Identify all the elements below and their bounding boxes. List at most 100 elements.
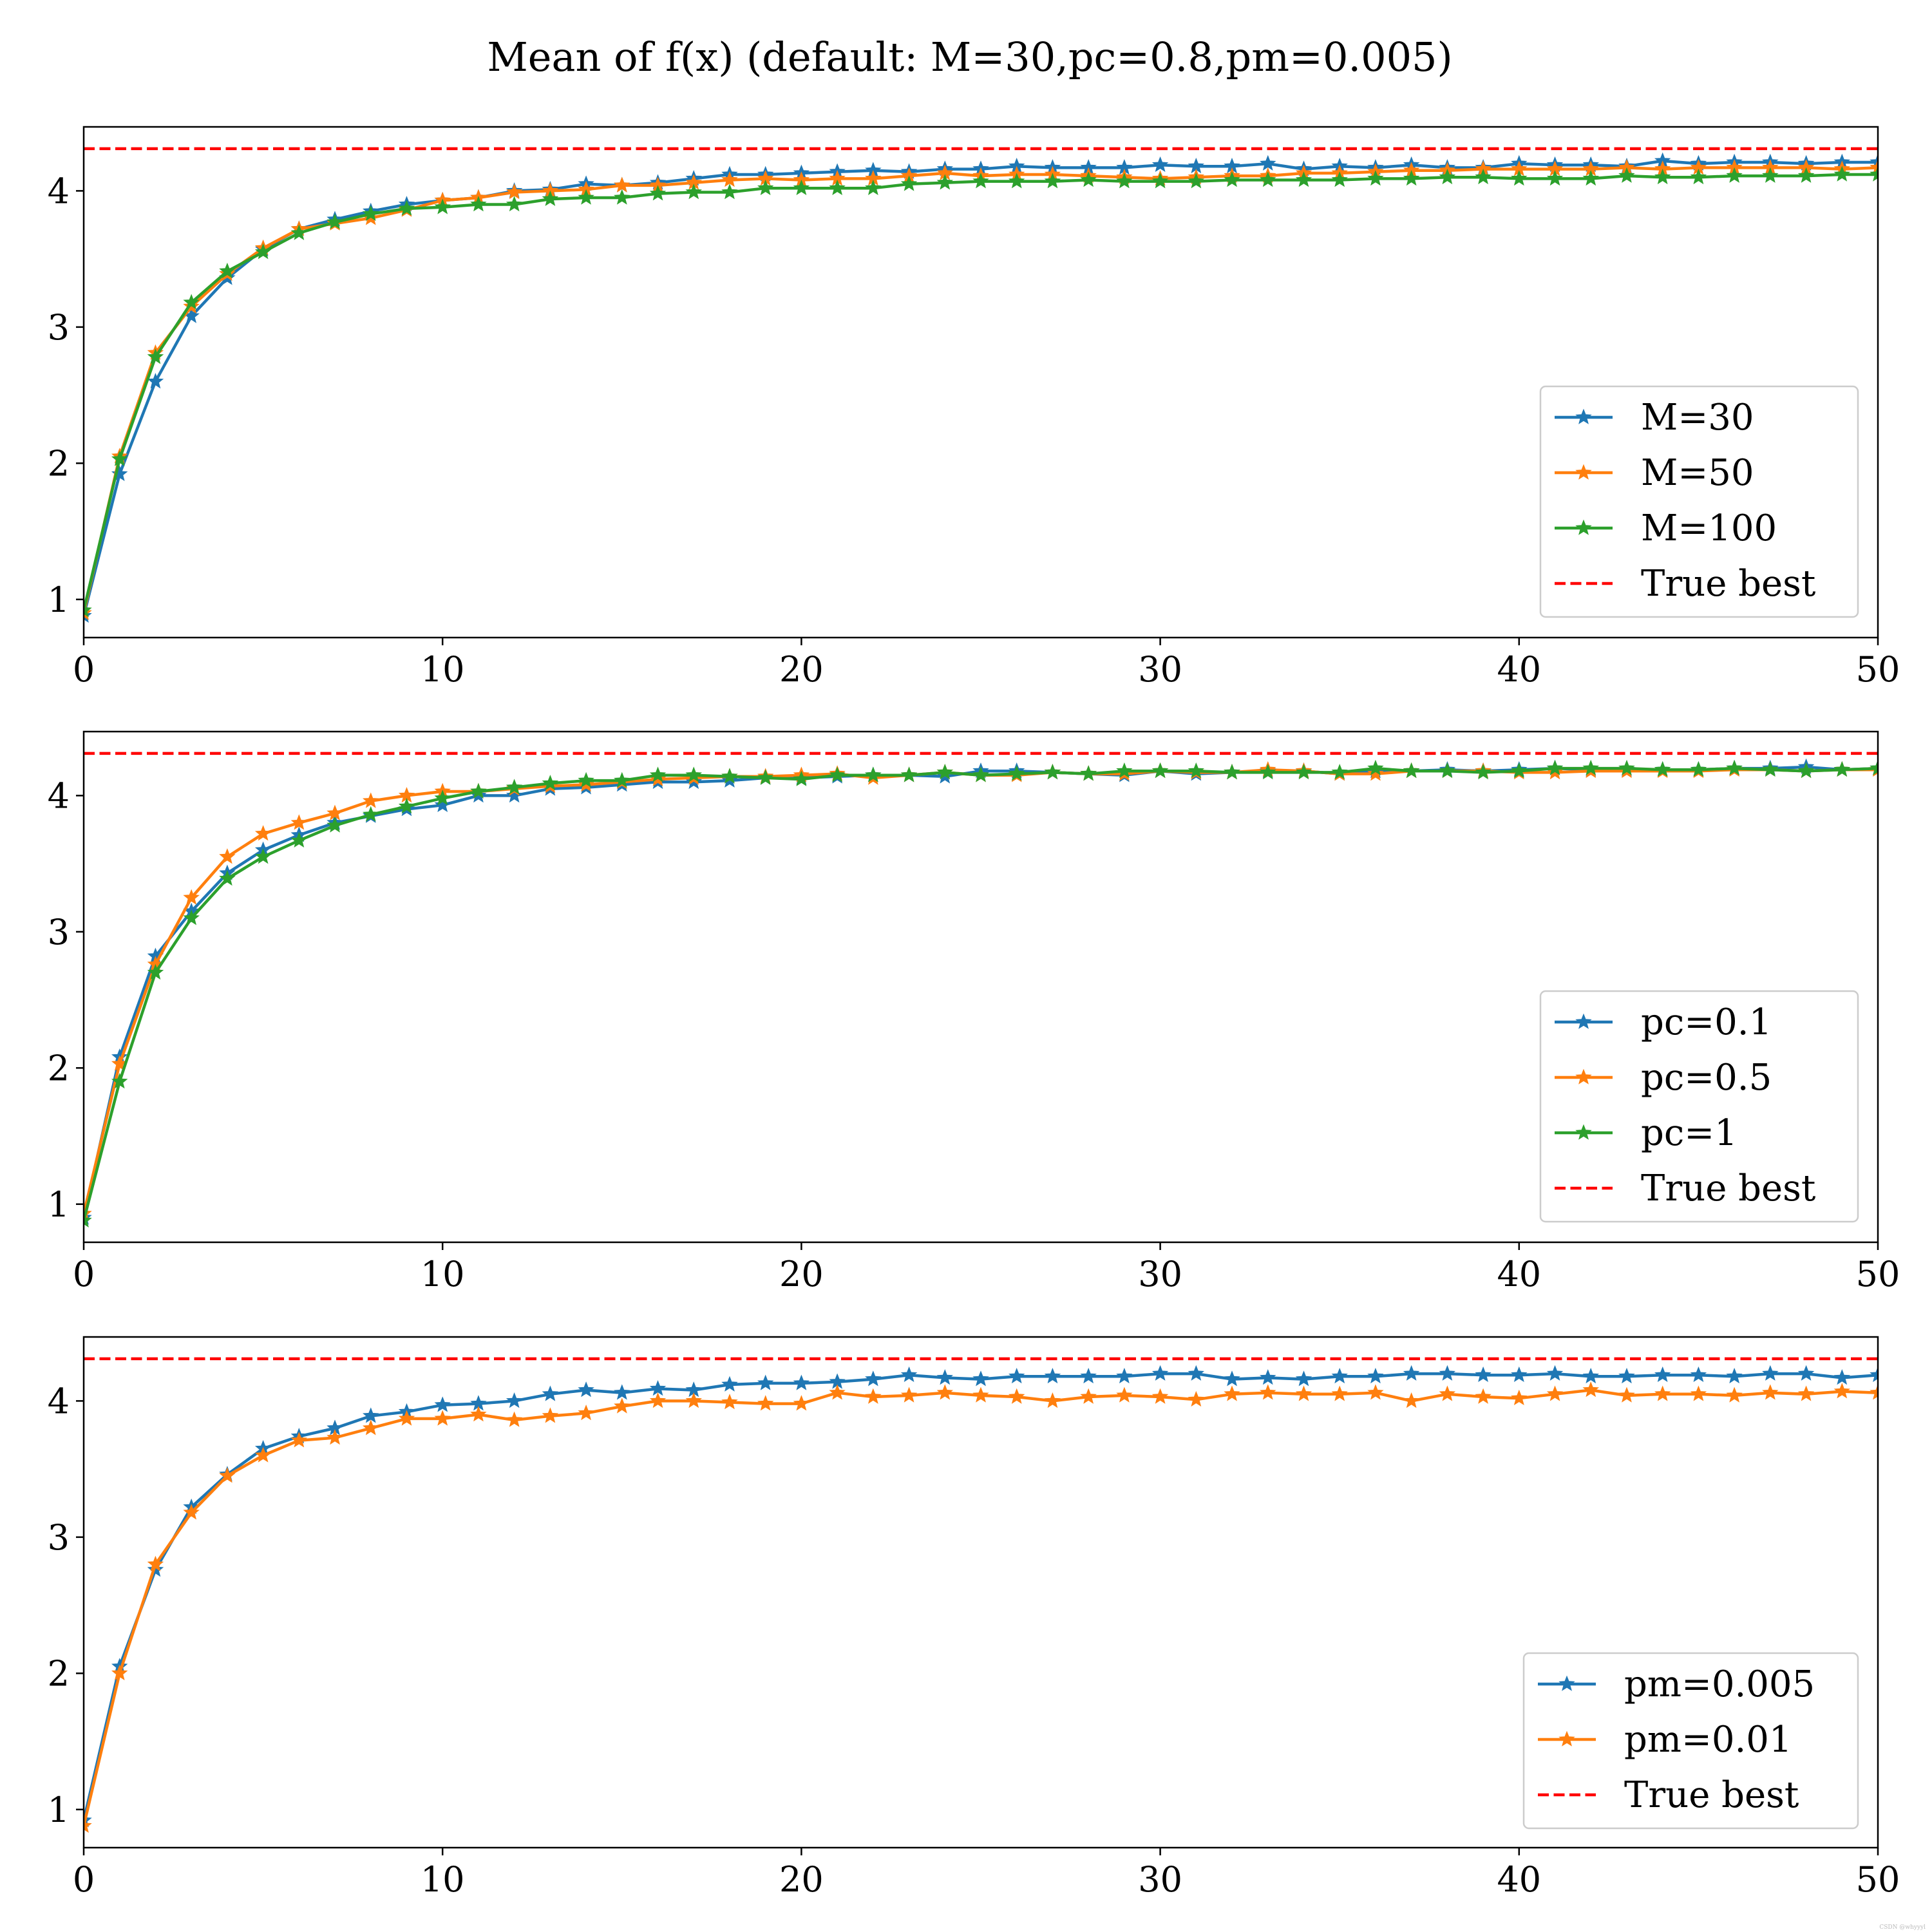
data-point-m-100 [900, 175, 918, 191]
data-point-pm-0-005 [1511, 1366, 1528, 1383]
data-point-m-100 [1870, 166, 1878, 182]
data-point-pm-0-01 [1367, 1384, 1384, 1400]
data-point-pm-0-01 [219, 1467, 236, 1483]
data-point-pc-1 [1151, 762, 1169, 779]
data-point-pm-0-01 [111, 1664, 128, 1681]
data-point-m-100 [219, 262, 236, 279]
data-point-m-50 [506, 184, 523, 200]
data-point-pc-1 [757, 769, 774, 785]
data-point-pm-0-01 [183, 1504, 200, 1520]
data-point-m-30 [1151, 156, 1169, 173]
data-point-m-100 [1762, 167, 1779, 183]
data-point-m-100 [1690, 168, 1707, 185]
data-point-pm-0-005 [793, 1374, 810, 1390]
data-point-m-100 [1116, 173, 1133, 189]
data-point-pm-0-01 [362, 1419, 379, 1435]
data-point-pm-0-01 [649, 1392, 667, 1408]
data-point-pc-0-5 [219, 848, 236, 864]
x-tick-label: 30 [1138, 1859, 1182, 1900]
data-point-m-100 [1224, 171, 1240, 187]
data-point-pc-1 [290, 831, 307, 848]
data-point-pm-0-01 [506, 1411, 523, 1427]
legend-marker-m-100 [1575, 519, 1592, 535]
data-point-m-100 [757, 179, 774, 196]
data-point-pm-0-005 [1151, 1365, 1169, 1381]
data-point-pm-0-01 [721, 1394, 738, 1410]
x-tick-label: 40 [1497, 1859, 1541, 1900]
legend-marker-pm-0-01 [1558, 1730, 1575, 1747]
data-point-pm-0-01 [147, 1555, 164, 1572]
legend-marker-pm-0-005 [1558, 1675, 1575, 1691]
data-point-pc-1 [1224, 764, 1240, 780]
legend-label-m-100: M=100 [1641, 507, 1777, 549]
data-point-pc-1 [434, 790, 451, 806]
legend-label-pc-0-1: pc=0.1 [1641, 1001, 1772, 1043]
data-point-pm-0-005 [1833, 1369, 1851, 1385]
data-point-pm-0-005 [1403, 1365, 1420, 1381]
data-point-pc-1 [254, 848, 272, 864]
data-point-pc-1 [614, 772, 630, 788]
legend-label-pm-0-005: pm=0.005 [1624, 1663, 1815, 1705]
data-point-pm-0-01 [793, 1395, 810, 1411]
data-point-pm-0-005 [434, 1396, 451, 1412]
data-point-pm-0-01 [1797, 1385, 1815, 1401]
data-point-pm-0-01 [1726, 1387, 1743, 1403]
x-tick-label: 10 [421, 649, 465, 690]
data-point-pm-0-005 [649, 1380, 667, 1396]
legend-label-true-best: True best [1641, 1168, 1816, 1209]
data-point-pc-1 [1188, 762, 1204, 779]
data-point-pc-1 [1116, 762, 1133, 779]
data-point-pc-1 [1367, 759, 1384, 775]
data-point-pc-0-5 [363, 792, 379, 808]
data-point-m-100 [614, 189, 630, 205]
x-tick-label: 50 [1856, 649, 1900, 690]
data-point-pc-1 [721, 768, 738, 784]
legend-label-pm-0-01: pm=0.01 [1624, 1719, 1792, 1761]
data-point-m-100 [1797, 167, 1815, 183]
data-point-pc-1 [1044, 764, 1061, 780]
legend-frame [1539, 990, 1859, 1223]
data-point-pc-1 [111, 1073, 128, 1089]
data-point-pm-0-005 [1654, 1366, 1671, 1383]
data-point-pc-1 [147, 963, 164, 980]
x-tick-label: 0 [73, 649, 95, 690]
data-point-pc-1 [829, 766, 846, 782]
data-point-pm-0-01 [865, 1388, 882, 1404]
data-point-pm-0-01 [254, 1446, 272, 1463]
data-point-m-100 [829, 179, 846, 196]
legend-marker-m-30 [1575, 408, 1592, 424]
data-point-m-100 [111, 450, 128, 466]
data-point-pc-1 [1726, 759, 1743, 775]
x-tick-label: 20 [779, 1859, 824, 1900]
legend-marker-pc-0-1 [1575, 1013, 1592, 1029]
data-point-pc-1 [219, 870, 236, 886]
data-point-m-100 [1367, 170, 1384, 186]
data-point-pm-0-01 [1690, 1385, 1707, 1401]
y-tick-label: 1 [48, 580, 70, 620]
data-point-pm-0-005 [1582, 1367, 1600, 1384]
x-tick-label: 50 [1856, 1859, 1900, 1900]
data-point-pm-0-01 [578, 1405, 594, 1421]
data-point-m-30 [147, 373, 164, 389]
data-point-pm-0-01 [1870, 1384, 1878, 1400]
data-point-pc-1 [1618, 759, 1635, 775]
data-point-m-100 [1833, 166, 1851, 182]
data-point-pc-0-5 [183, 889, 200, 905]
data-point-pm-0-01 [685, 1392, 703, 1408]
data-point-pc-0-5 [254, 825, 272, 841]
data-point-pc-1 [900, 766, 918, 782]
data-point-m-100 [542, 190, 559, 206]
y-tick-label: 3 [48, 307, 70, 348]
data-point-m-100 [972, 173, 989, 189]
y-tick-label: 3 [48, 1517, 70, 1558]
data-point-pc-1 [327, 817, 343, 833]
x-tick-label: 0 [73, 1859, 95, 1900]
data-point-pc-1 [685, 766, 703, 782]
legend-label-m-50: M=50 [1641, 452, 1754, 494]
legend: M=30 M=50 M=100 True best [1539, 385, 1859, 618]
data-point-pm-0-005 [757, 1374, 774, 1390]
